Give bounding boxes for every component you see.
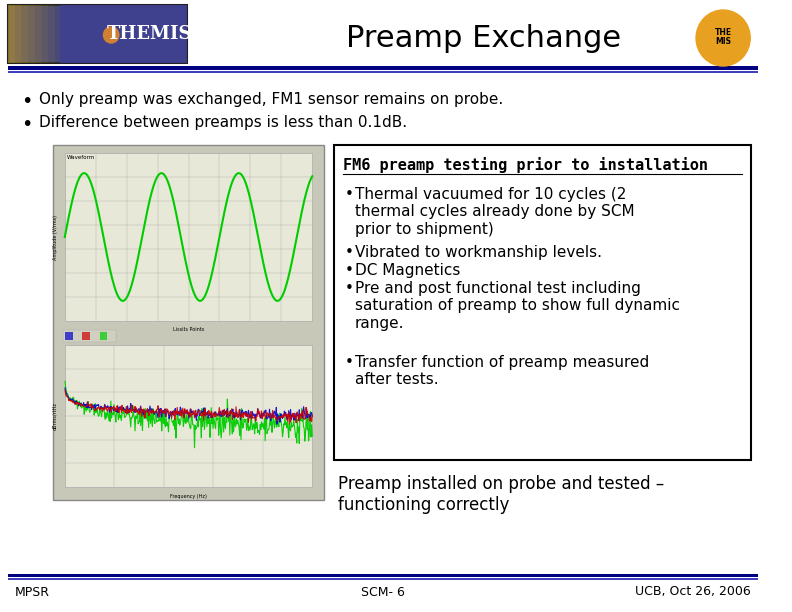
FancyBboxPatch shape — [333, 145, 751, 460]
Text: Thermal vacuumed for 10 cycles (2
thermal cycles already done by SCM
prior to sh: Thermal vacuumed for 10 cycles (2 therma… — [355, 187, 634, 237]
Text: DC Magnetics: DC Magnetics — [355, 263, 460, 278]
Bar — [60, 5, 187, 63]
Bar — [8, 71, 758, 73]
Text: •: • — [345, 281, 354, 296]
Text: •: • — [345, 187, 354, 202]
Text: MPSR: MPSR — [14, 586, 50, 599]
Text: Waveform: Waveform — [67, 155, 95, 160]
Bar — [65, 153, 312, 321]
Bar — [55, 5, 62, 63]
Text: UCB, Oct 26, 2006: UCB, Oct 26, 2006 — [635, 586, 751, 599]
Bar — [65, 345, 312, 487]
Bar — [41, 5, 48, 63]
Circle shape — [104, 27, 119, 43]
Text: Vibrated to workmanship levels.: Vibrated to workmanship levels. — [355, 245, 602, 260]
Text: SCM- 6: SCM- 6 — [361, 586, 405, 599]
Bar — [100, 332, 107, 340]
Bar — [63, 330, 116, 342]
Bar — [53, 145, 324, 500]
Bar — [35, 5, 41, 63]
Text: Lissits Points: Lissits Points — [173, 327, 204, 332]
Bar — [21, 5, 28, 63]
Text: Preamp installed on probe and tested –
functioning correctly: Preamp installed on probe and tested – f… — [338, 475, 664, 514]
Text: •: • — [21, 115, 32, 134]
Text: Pre and post functional test including
saturation of preamp to show full dynamic: Pre and post functional test including s… — [355, 281, 680, 331]
Text: •: • — [345, 245, 354, 260]
Bar — [8, 5, 14, 63]
Bar — [8, 66, 758, 70]
Bar — [28, 5, 35, 63]
Bar — [82, 332, 90, 340]
Circle shape — [696, 10, 750, 66]
Text: Frequency (Hz): Frequency (Hz) — [170, 494, 207, 499]
Bar — [48, 5, 55, 63]
Text: Preamp Exchange: Preamp Exchange — [346, 23, 621, 53]
Text: Transfer function of preamp measured
after tests.: Transfer function of preamp measured aft… — [355, 355, 649, 387]
Text: Only preamp was exchanged, FM1 sensor remains on probe.: Only preamp was exchanged, FM1 sensor re… — [39, 92, 503, 107]
Text: THEMIS: THEMIS — [107, 25, 192, 43]
Text: Amplitude (V/rms): Amplitude (V/rms) — [52, 214, 58, 259]
Text: •: • — [345, 355, 354, 370]
Text: MIS: MIS — [715, 37, 731, 45]
Bar — [14, 5, 21, 63]
Text: •: • — [21, 92, 32, 111]
Text: THE: THE — [714, 28, 732, 37]
Text: FM6 preamp testing prior to installation: FM6 preamp testing prior to installation — [343, 157, 708, 173]
Text: dBrms/rtHz: dBrms/rtHz — [52, 402, 58, 430]
Text: •: • — [345, 263, 354, 278]
Bar — [65, 332, 73, 340]
Bar — [8, 574, 758, 577]
FancyBboxPatch shape — [8, 5, 187, 63]
Text: Difference between preamps is less than 0.1dB.: Difference between preamps is less than … — [39, 115, 407, 130]
Bar — [8, 578, 758, 580]
